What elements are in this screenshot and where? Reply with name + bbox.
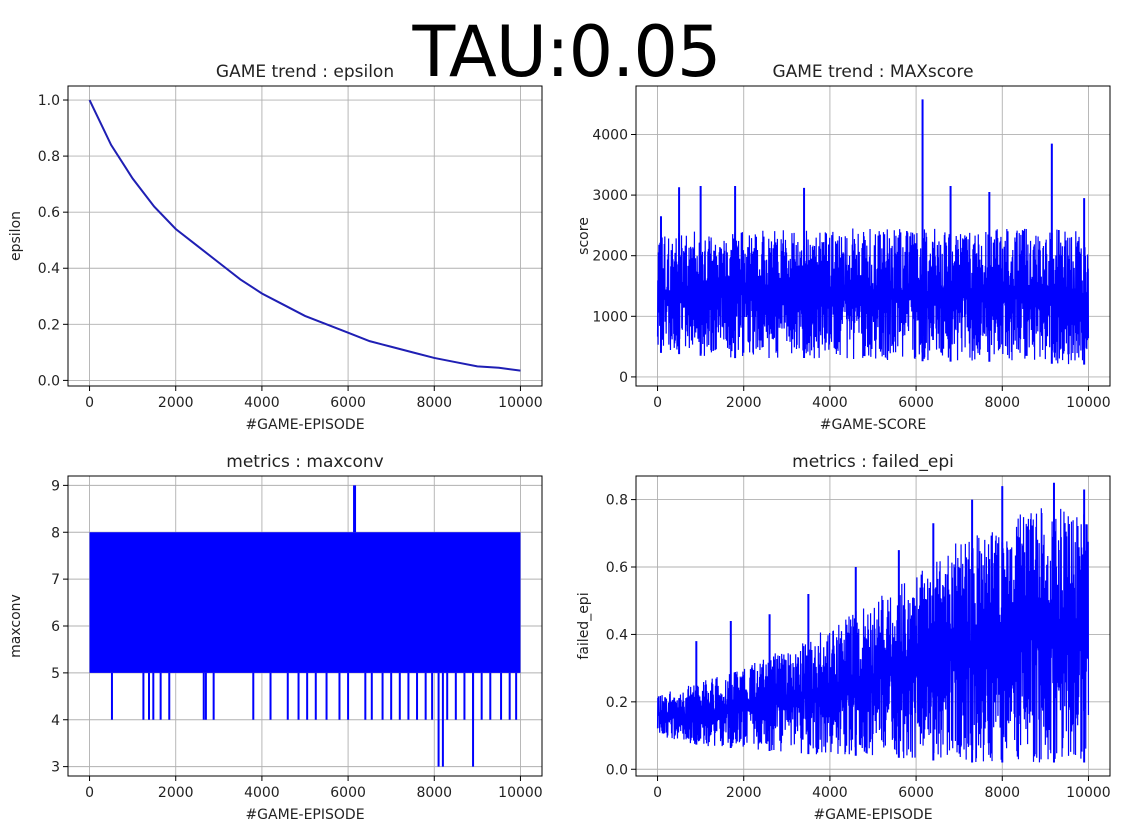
x-tick-label: 10000 [498,785,543,801]
chart-title: metrics : maxconv [226,452,383,472]
y-tick-label: 0.8 [606,493,628,509]
series-band-maxconv [89,532,521,673]
x-tick-label: 8000 [984,395,1020,411]
x-tick-label: 8000 [984,785,1020,801]
y-axis-label: score [576,217,592,255]
series-line-maxscore [656,228,1090,365]
y-tick-label: 0.0 [38,373,60,389]
chart-title: GAME trend : epsilon [216,62,394,82]
y-axis-label: failed_epi [576,592,592,659]
x-tick-label: 10000 [498,395,543,411]
x-tick-label: 2000 [726,785,762,801]
y-tick-label: 5 [51,666,60,682]
x-tick-label: 10000 [1066,395,1111,411]
chart-maxconv: 0 2000 4000 6000 8000 10000 3 4 5 6 7 8 9 #GAME-EPISO… [8,452,543,823]
x-tick-label: 4000 [812,395,848,411]
y-tick-label: 0 [619,370,628,386]
axes-frame [635,85,1111,387]
axes-frame [635,475,1111,777]
y-tick-label: 3000 [592,188,628,204]
y-tick-label: 4 [51,713,60,729]
y-tick-label: 0.4 [38,261,60,277]
chart-title: metrics : failed_epi [792,452,954,472]
y-tick-label: 1.0 [38,93,60,109]
plot-area [656,99,1090,365]
series-line-failed_epi [656,508,1090,763]
y-tick-label: 0.6 [606,560,628,576]
x-tick-label: 0 [653,785,662,801]
y-tick-label: 1000 [592,309,628,325]
y-tick-label: 6 [51,619,60,635]
x-tick-label: 6000 [330,395,366,411]
plot-area [89,485,521,767]
x-tick-label: 2000 [726,395,762,411]
x-tick-label: 2000 [158,785,194,801]
x-tick-label: 0 [653,395,662,411]
y-tick-label: 8 [51,525,60,541]
x-tick-label: 4000 [244,395,280,411]
x-axis-label: #GAME-EPISODE [245,807,364,823]
plot-area [88,99,521,372]
x-tick-label: 8000 [416,395,452,411]
y-tick-label: 0.2 [606,695,628,711]
x-tick-label: 0 [85,785,94,801]
chart-maxscore: 0 2000 4000 6000 8000 10000 0 1000 2000 3000 4000 #… [576,62,1111,433]
x-tick-label: 8000 [416,785,452,801]
y-tick-label: 3 [51,760,60,776]
y-axis-label: epsilon [8,211,24,261]
chart-title: GAME trend : MAXscore [772,62,973,82]
series-line-epsilon [88,99,521,372]
x-tick-label: 4000 [812,785,848,801]
x-tick-label: 6000 [898,785,934,801]
chart-failed-epi: 0 2000 4000 6000 8000 10000 0.0 0.2 0.4 0.6 0.8 #GA… [576,452,1111,823]
y-axis-label: maxconv [8,594,24,658]
y-tick-label: 7 [51,572,60,588]
y-tick-label: 0.8 [38,149,60,165]
y-tick-label: 9 [51,478,60,494]
x-axis-label: #GAME-SCORE [820,417,926,433]
x-axis-label: #GAME-EPISODE [813,807,932,823]
y-tick-label: 2000 [592,249,628,265]
x-tick-label: 10000 [1066,785,1111,801]
x-tick-label: 4000 [244,785,280,801]
x-tick-label: 2000 [158,395,194,411]
x-tick-label: 0 [85,395,94,411]
x-axis-label: #GAME-EPISODE [245,417,364,433]
x-tick-label: 6000 [330,785,366,801]
y-tick-label: 0.0 [606,762,628,778]
axes-frame [67,85,543,387]
x-tick-label: 6000 [898,395,934,411]
figure-suptitle: TAU:0.05 [412,11,722,93]
y-tick-label: 0.2 [38,317,60,333]
plot-area [656,482,1090,763]
chart-epsilon: 0 2000 4000 6000 8000 10000 0.0 0.2 0.4 0.6 0.8 1.0… [8,62,543,433]
y-tick-label: 4000 [592,127,628,143]
y-tick-label: 0.6 [38,205,60,221]
y-tick-label: 0.4 [606,627,628,643]
